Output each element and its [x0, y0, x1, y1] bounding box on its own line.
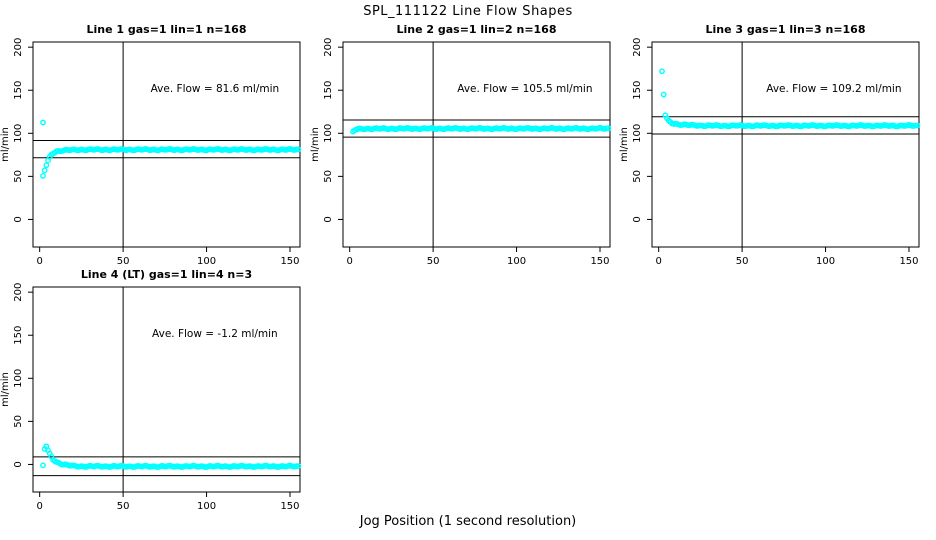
- x-tick-label: 100: [197, 501, 216, 512]
- scatter-points: [40, 119, 302, 179]
- ave-flow-annotation: Ave. Flow = -1.2 ml/min: [152, 328, 278, 340]
- y-tick-label: 150: [323, 81, 334, 100]
- x-tick-label: 0: [655, 256, 661, 267]
- reference-lines: [652, 42, 919, 247]
- x-tick-label: 150: [590, 256, 609, 267]
- y-tick-label: 0: [13, 216, 24, 222]
- plot-box: [342, 41, 611, 248]
- scatter-points: [40, 443, 302, 471]
- y-tick-label: 100: [13, 369, 24, 388]
- y-tick-label: 200: [323, 38, 334, 57]
- x-tick-label: 100: [816, 256, 835, 267]
- y-tick-label: 0: [13, 461, 24, 467]
- y-tick-label: 100: [13, 124, 24, 143]
- y-tick-label: 100: [323, 124, 334, 143]
- y-axis-label: ml/min: [0, 127, 11, 162]
- reference-lines: [343, 42, 610, 247]
- x-tick-label: 100: [197, 256, 216, 267]
- y-tick-label: 0: [632, 216, 643, 222]
- flow-panel-1: 0 50 100 150 0 50 100 150 200 ml/min Line 1 gas=1 …: [0, 23, 302, 267]
- x-tick-label: 100: [507, 256, 526, 267]
- panel-title: Line 2 gas=1 lin=2 n=168: [396, 23, 556, 36]
- y-tick-label: 200: [13, 38, 24, 57]
- flow-panel-3: 0 50 100 150 0 50 100 150 200 ml/min Line 3 gas=1 …: [619, 23, 921, 267]
- x-tick-label: 150: [899, 256, 918, 267]
- y-tick-label: 150: [13, 81, 24, 100]
- y-axis-label: ml/min: [619, 127, 630, 162]
- reference-lines: [33, 42, 300, 247]
- plot-box: [651, 41, 920, 248]
- reference-lines: [33, 287, 300, 492]
- x-tick-label: 0: [346, 256, 352, 267]
- x-tick-label: 150: [280, 256, 299, 267]
- y-axis-label: ml/min: [310, 127, 321, 162]
- y-tick-label: 50: [13, 170, 24, 183]
- x-tick-label: 50: [117, 501, 130, 512]
- y-tick-label: 200: [632, 38, 643, 57]
- y-tick-label: 50: [323, 170, 334, 183]
- x-tick-label: 0: [36, 256, 42, 267]
- x-tick-label: 0: [36, 501, 42, 512]
- y-tick-label: 200: [13, 283, 24, 302]
- x-tick-label: 50: [736, 256, 749, 267]
- chart-main-title: SPL_111122 Line Flow Shapes: [363, 4, 573, 19]
- x-axis-label: Jog Position (1 second resolution): [359, 514, 577, 529]
- x-tick-label: 150: [280, 501, 299, 512]
- y-tick-label: 50: [632, 170, 643, 183]
- y-tick-label: 0: [323, 216, 334, 222]
- flow-panel-4: 0 50 100 150 0 50 100 150 200 ml/min Line 4 (LT) g…: [0, 268, 302, 512]
- y-tick-label: 50: [13, 415, 24, 428]
- plot-box: [32, 286, 301, 493]
- y-tick-label: 150: [13, 326, 24, 345]
- panel-title: Line 4 (LT) gas=1 lin=4 n=3: [81, 268, 252, 281]
- x-tick-label: 50: [117, 256, 130, 267]
- y-tick-label: 150: [632, 81, 643, 100]
- scatter-points: [659, 68, 921, 130]
- x-tick-label: 50: [427, 256, 440, 267]
- flow-panel-2: 0 50 100 150 0 50 100 150 200 ml/min Line 2 gas=1 …: [310, 23, 612, 267]
- ave-flow-annotation: Ave. Flow = 105.5 ml/min: [457, 83, 592, 95]
- panel-title: Line 3 gas=1 lin=3 n=168: [705, 23, 865, 36]
- scatter-points: [350, 124, 612, 135]
- panel-title: Line 1 gas=1 lin=1 n=168: [86, 23, 246, 36]
- ave-flow-annotation: Ave. Flow = 109.2 ml/min: [766, 83, 901, 95]
- plot-box: [32, 41, 301, 248]
- y-axis-label: ml/min: [0, 372, 11, 407]
- ave-flow-annotation: Ave. Flow = 81.6 ml/min: [151, 83, 280, 95]
- y-tick-label: 100: [632, 124, 643, 143]
